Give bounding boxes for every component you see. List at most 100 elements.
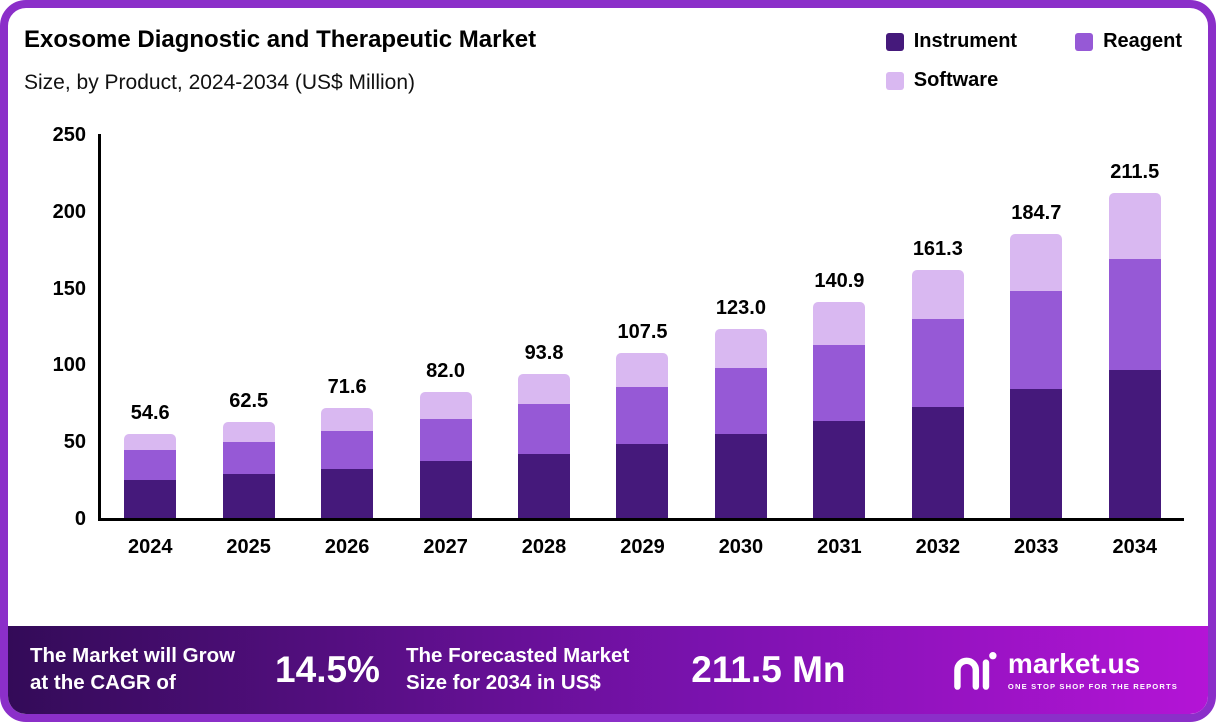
bar-stack — [1010, 234, 1063, 518]
bar-stack — [911, 270, 964, 518]
x-axis-label: 2029 — [620, 536, 665, 558]
bar-stack — [222, 421, 275, 518]
legend-label: Instrument — [913, 30, 1018, 52]
bar-total-label: 211.5 — [1110, 161, 1160, 184]
bar-segment-software — [222, 421, 275, 442]
bar-segment-instrument — [321, 468, 374, 518]
chart-legend: Instrument Reagent Software — [885, 30, 1182, 108]
bar-column: 82.0 — [396, 134, 494, 518]
bar-stack — [616, 352, 669, 518]
bar-segment-instrument — [813, 421, 866, 518]
forecast-text-line1: The Forecasted Market — [405, 644, 630, 668]
bar-segment-reagent — [1108, 259, 1161, 370]
bar-segment-reagent — [321, 431, 374, 469]
legend-row: Instrument Reagent — [885, 30, 1182, 53]
cagr-text-line1: The Market will Grow — [30, 644, 236, 668]
y-tick-label: 250 — [52, 124, 86, 146]
footer-banner: The Market will Grow at the CAGR of 14.5… — [8, 626, 1208, 714]
legend-label: Software — [913, 69, 999, 91]
bar-column: 107.5 — [593, 134, 691, 518]
bar-segment-software — [813, 301, 866, 346]
bar-segment-software — [124, 434, 177, 450]
y-tick-label: 150 — [52, 277, 86, 300]
x-axis-label: 2024 — [127, 536, 173, 558]
bar-total-label: 62.5 — [229, 389, 269, 412]
bar-total-label: 107.5 — [617, 320, 668, 343]
x-axis-label: 2031 — [817, 536, 862, 558]
cagr-text: The Market will Grow at the CAGR of — [30, 643, 235, 696]
bar-column: 211.5 — [1086, 134, 1184, 518]
bar-segment-reagent — [813, 345, 866, 422]
bar-column: 184.7 — [987, 134, 1085, 518]
brand-block: market.us ONE STOP SHOP FOR THE REPORTS — [951, 648, 1178, 692]
bar-column: 62.5 — [199, 134, 297, 518]
bar-total-label: 93.8 — [524, 341, 564, 364]
bar-total-label: 123.0 — [715, 297, 766, 320]
bar-segment-reagent — [1010, 290, 1063, 389]
x-axis-label: 2034 — [1112, 536, 1158, 558]
bar-segment-reagent — [911, 319, 964, 407]
bar-column: 140.9 — [790, 134, 888, 518]
forecast-text-line2: Size for 2034 in US$ — [405, 671, 601, 694]
bar-segment-software — [616, 352, 669, 387]
bar-stack — [321, 408, 374, 518]
legend-item-instrument: Instrument — [885, 30, 1018, 53]
bar-segment-instrument — [911, 406, 964, 518]
bar-segment-instrument — [518, 453, 571, 518]
bar-stack — [714, 329, 767, 518]
x-axis-label: 2025 — [226, 536, 271, 558]
x-axis-label: 2026 — [324, 536, 370, 558]
y-tick-label: 100 — [52, 354, 86, 377]
bar-segment-reagent — [124, 449, 177, 480]
forecast-value: 211.5 Mn — [691, 649, 846, 690]
chart-title: Exosome Diagnostic and Therapeutic Marke… — [24, 26, 537, 53]
x-axis-label: 2033 — [1014, 536, 1059, 558]
plot-wrap: 54.6 62.5 71.6 82.0 93.8 107.5 123.0 140.9 161.3… — [98, 134, 1184, 559]
bar-total-label: 82.0 — [426, 360, 466, 383]
bar-stack — [1108, 193, 1161, 518]
bar-segment-software — [911, 270, 964, 320]
x-axis-label: 2028 — [521, 536, 567, 558]
bar-segment-instrument — [616, 444, 669, 518]
bar-segment-software — [714, 329, 767, 368]
bar-stack — [813, 301, 866, 518]
bar-segment-software — [321, 408, 374, 432]
brand-tagline: ONE STOP SHOP FOR THE REPORTS — [1007, 681, 1178, 691]
x-axis-label: 2027 — [423, 536, 468, 558]
bar-total-label: 71.6 — [327, 376, 367, 399]
software-swatch-icon — [885, 71, 904, 90]
bar-segment-instrument — [714, 433, 767, 518]
bar-segment-reagent — [518, 404, 571, 454]
stacked-bar-chart: 0 50 100 150 200 250 54.6 62.5 71.6 82.0 93.8 107.… — [8, 108, 1208, 559]
cagr-value: 14.5% — [275, 649, 380, 690]
cagr-text-line2: at the CAGR of — [30, 671, 176, 694]
bar-stack — [419, 392, 472, 518]
bar-segment-instrument — [1108, 369, 1161, 518]
bar-column: 54.6 — [101, 134, 199, 518]
brand-name: market.us — [1007, 647, 1141, 679]
market-us-logo-icon — [954, 652, 997, 690]
y-axis-ticks: 0 50 100 150 200 250 — [22, 124, 86, 530]
title-block: Exosome Diagnostic and Therapeutic Marke… — [24, 26, 536, 108]
forecast-text: The Forecasted Market Size for 2034 in U… — [406, 643, 629, 696]
bar-stack — [518, 373, 571, 518]
bar-segment-instrument — [419, 461, 472, 518]
legend-item-software: Software — [885, 69, 999, 92]
bar-column: 93.8 — [495, 134, 593, 518]
bar-segment-software — [419, 392, 472, 420]
chart-subtitle: Size, by Product, 2024-2034 (US$ Million… — [24, 71, 416, 94]
y-tick-label: 50 — [63, 431, 86, 454]
bar-total-label: 184.7 — [1011, 202, 1062, 225]
y-tick-label: 200 — [52, 200, 86, 223]
bar-segment-instrument — [222, 474, 275, 518]
legend-item-reagent: Reagent — [1075, 30, 1182, 53]
plot-area: 54.6 62.5 71.6 82.0 93.8 107.5 123.0 140.9 161.3… — [98, 134, 1184, 521]
bar-column: 123.0 — [692, 134, 790, 518]
chart-header: Exosome Diagnostic and Therapeutic Marke… — [8, 8, 1208, 108]
bar-column: 161.3 — [889, 134, 987, 518]
bar-total-label: 140.9 — [814, 269, 865, 292]
legend-label: Reagent — [1103, 30, 1182, 52]
bar-segment-reagent — [419, 419, 472, 462]
bar-segment-instrument — [1010, 389, 1063, 518]
